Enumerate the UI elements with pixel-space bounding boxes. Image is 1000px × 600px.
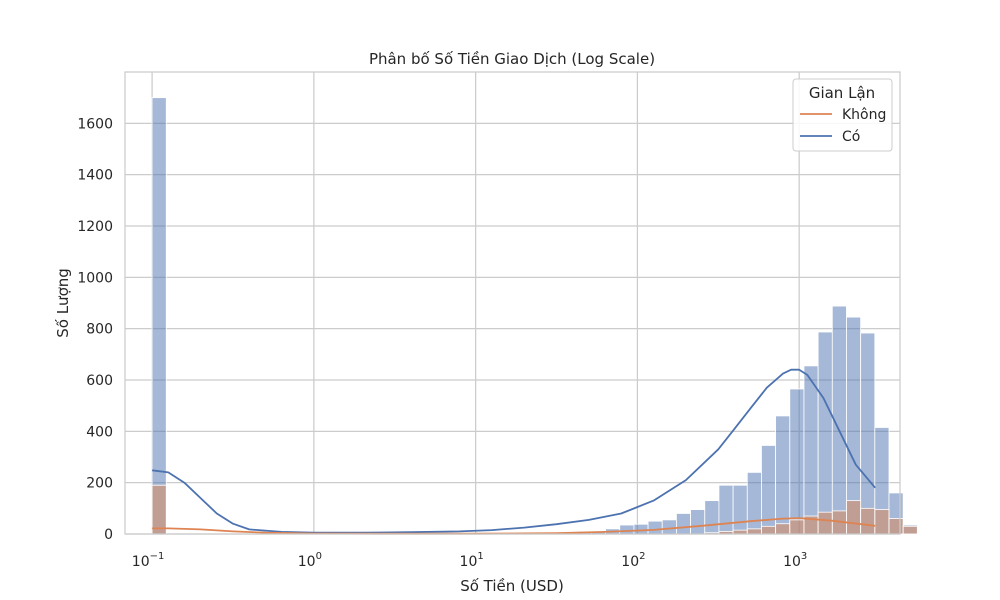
kde-curves	[151, 368, 876, 535]
y-tick-label: 1400	[77, 168, 113, 184]
histogram-bar-có	[718, 484, 734, 535]
histogram-bar-có	[746, 471, 762, 535]
histogram-bar-có	[633, 523, 649, 535]
histogram-bar-không	[902, 525, 918, 535]
histogram-bar-không	[151, 484, 167, 535]
histogram-bar-có	[661, 519, 677, 535]
histogram-bar-có	[704, 500, 720, 535]
legend-entries: Không Có	[800, 107, 886, 145]
chart-title: Phân bố Số Tiền Giao Dịch (Log Scale)	[369, 50, 655, 68]
histogram-bar-không	[860, 507, 876, 535]
histogram-bar-không	[817, 511, 833, 535]
plot-frame	[124, 71, 901, 535]
histogram-bar-không	[775, 523, 791, 535]
histogram-bar-không	[746, 528, 762, 535]
y-tick-label: 800	[86, 322, 113, 338]
y-tick-label: 0	[104, 527, 113, 543]
x-tick-label: 102	[621, 551, 645, 570]
y-tick-label: 200	[86, 476, 113, 492]
histogram-bar-có	[775, 415, 791, 535]
histogram-bar-không	[888, 518, 904, 535]
histogram-bar-có	[817, 331, 833, 535]
y-tick-label: 1000	[77, 270, 113, 286]
x-tick-label: 103	[783, 551, 807, 570]
x-tick-label: 101	[460, 551, 484, 570]
y-axis-ticks: 0 200 400 600 800 1000 1200 1400 1600	[77, 116, 113, 543]
kde-line-không	[152, 517, 876, 535]
histogram-bar-có	[619, 524, 635, 535]
y-tick-label: 1600	[77, 116, 113, 132]
legend-box	[792, 78, 893, 152]
x-tick-label: 10−1	[132, 551, 165, 570]
y-tick-label: 600	[86, 373, 113, 389]
x-tick-label: 100	[298, 551, 322, 570]
y-axis-label: Số Lượng	[54, 268, 72, 338]
histogram-bar-có	[860, 332, 876, 535]
histogram-bar-không	[846, 500, 862, 535]
histogram-bar-có	[732, 484, 748, 535]
legend-label: Không	[842, 107, 886, 123]
y-tick-label: 1200	[77, 219, 113, 235]
x-axis-ticks: 10−1 100 101 102 103	[132, 551, 807, 570]
histogram-bar-có	[151, 97, 167, 535]
histogram-bar-có	[647, 520, 663, 535]
histogram-bar-không	[874, 509, 890, 535]
histogram-bar-không	[761, 525, 777, 535]
legend: Gian Lận Không Có	[792, 78, 893, 152]
histogram-bar-có	[690, 509, 706, 535]
legend-label: Có	[842, 129, 860, 145]
legend-title: Gian Lận	[809, 84, 875, 102]
histogram-bar-có	[803, 365, 819, 535]
histogram-bar-có	[789, 388, 805, 535]
grid-lines	[125, 72, 900, 535]
y-tick-label: 400	[86, 424, 113, 440]
histogram-bar-có	[676, 513, 691, 535]
kde-line-có	[151, 368, 876, 534]
x-axis-label: Số Tiền (USD)	[460, 577, 564, 595]
histogram-bar-không	[789, 519, 805, 535]
